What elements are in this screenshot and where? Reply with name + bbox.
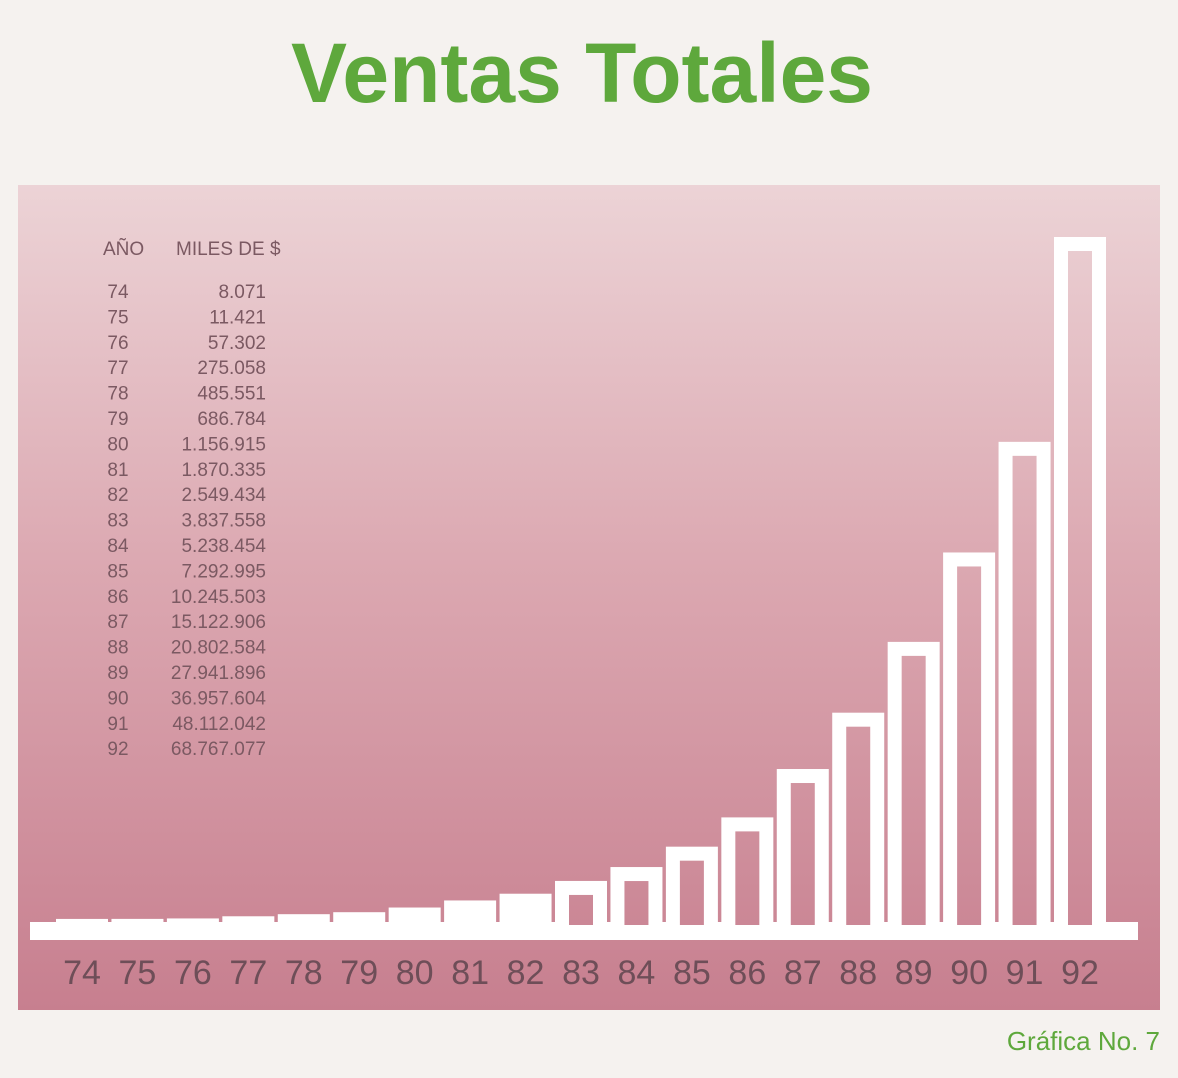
x-tick-label: 89 bbox=[895, 954, 933, 992]
table-value: 20.802.584 bbox=[171, 638, 267, 659]
table-year: 82 bbox=[107, 485, 128, 506]
x-tick-label: 82 bbox=[507, 954, 545, 992]
x-tick-label: 90 bbox=[950, 954, 988, 992]
x-tick-label: 85 bbox=[673, 954, 711, 992]
table-year: 88 bbox=[107, 638, 128, 659]
footer: Gráfica No. 7 bbox=[1007, 1026, 1160, 1056]
table-value: 57.302 bbox=[208, 333, 266, 354]
bar-inner bbox=[1012, 455, 1037, 925]
table-year: 87 bbox=[107, 612, 128, 633]
bar-inner bbox=[624, 881, 649, 925]
table-value: 1.156.915 bbox=[181, 434, 266, 455]
x-tick-label: 86 bbox=[728, 954, 766, 992]
table-value: 686.784 bbox=[197, 409, 266, 430]
table-year: 74 bbox=[107, 282, 129, 303]
bar bbox=[56, 918, 108, 925]
table-value: 485.551 bbox=[197, 384, 266, 405]
table-year: 80 bbox=[107, 434, 128, 455]
table-value: 2.549.434 bbox=[181, 485, 266, 506]
bar-inner bbox=[1068, 251, 1092, 925]
bar-inner bbox=[790, 783, 815, 925]
baseline bbox=[30, 922, 1138, 940]
table-year: 78 bbox=[107, 384, 128, 405]
x-tick-label: 83 bbox=[562, 954, 600, 992]
table-value: 1.870.335 bbox=[181, 460, 266, 481]
x-tick-label: 78 bbox=[285, 954, 323, 992]
bar bbox=[111, 918, 164, 925]
table-year: 91 bbox=[107, 714, 128, 735]
table-header: MILES DE $ bbox=[176, 239, 281, 260]
table-value: 275.058 bbox=[197, 358, 266, 379]
table-year: 84 bbox=[107, 536, 129, 557]
x-tick-label: 79 bbox=[340, 954, 378, 992]
table-year: 75 bbox=[107, 307, 128, 328]
table-year: 92 bbox=[107, 739, 128, 760]
table-year: 76 bbox=[107, 333, 128, 354]
bar bbox=[388, 907, 441, 925]
bar-inner bbox=[735, 831, 760, 925]
x-tick-label: 88 bbox=[839, 954, 877, 992]
x-tick-label: 76 bbox=[174, 954, 212, 992]
table-value: 7.292.995 bbox=[181, 561, 266, 582]
table-value: 68.767.077 bbox=[171, 739, 266, 760]
table-value: 36.957.604 bbox=[171, 688, 267, 709]
x-tick-label: 91 bbox=[1006, 954, 1044, 992]
bar-inner bbox=[679, 860, 704, 925]
x-tick-label: 80 bbox=[396, 954, 434, 992]
bar bbox=[277, 914, 330, 925]
bar-inner bbox=[957, 566, 982, 925]
bar bbox=[333, 912, 386, 925]
table-year: 85 bbox=[107, 561, 128, 582]
bar-inner bbox=[901, 655, 926, 925]
table-header: AÑO bbox=[103, 238, 144, 260]
chart-title: Ventas Totales bbox=[291, 26, 873, 120]
x-tick-label: 81 bbox=[451, 954, 489, 992]
table-value: 48.112.042 bbox=[172, 714, 266, 735]
table-year: 79 bbox=[107, 409, 128, 430]
x-tick-label: 77 bbox=[229, 954, 267, 992]
bar bbox=[499, 893, 552, 925]
table-value: 15.122.906 bbox=[171, 612, 266, 633]
table-year: 86 bbox=[107, 587, 128, 608]
table-year: 81 bbox=[107, 460, 128, 481]
bar-inner bbox=[846, 726, 871, 925]
x-tick-label: 92 bbox=[1061, 954, 1099, 992]
bar bbox=[444, 900, 497, 925]
table-year: 89 bbox=[107, 663, 128, 684]
table-value: 8.071 bbox=[218, 282, 266, 303]
table-value: 10.245.503 bbox=[171, 587, 266, 608]
bar-inner bbox=[569, 894, 593, 925]
x-tick-label: 74 bbox=[63, 954, 101, 992]
x-tick-label: 84 bbox=[618, 954, 656, 992]
table-value: 5.238.454 bbox=[181, 536, 266, 557]
bar bbox=[222, 916, 275, 925]
bar bbox=[166, 918, 219, 925]
table-value: 3.837.558 bbox=[181, 511, 266, 532]
table-year: 90 bbox=[107, 688, 128, 709]
table-value: 11.421 bbox=[209, 307, 266, 328]
table-year: 77 bbox=[107, 358, 128, 379]
table-value: 27.941.896 bbox=[171, 663, 266, 684]
x-tick-label: 87 bbox=[784, 954, 822, 992]
table-year: 83 bbox=[107, 511, 128, 532]
x-tick-label: 75 bbox=[119, 954, 157, 992]
